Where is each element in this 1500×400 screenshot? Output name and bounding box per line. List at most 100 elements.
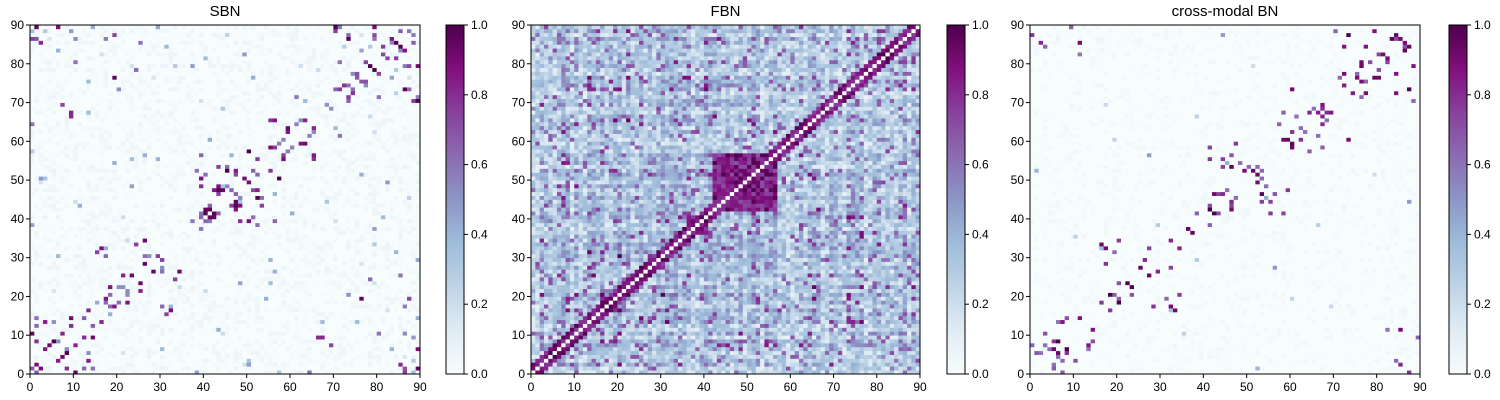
heatmap-cell [151, 161, 156, 165]
heatmap-cell [294, 343, 299, 347]
heatmap-cell [251, 277, 256, 281]
heatmap-cell [190, 184, 195, 188]
heatmap-cell [177, 331, 182, 335]
heatmap-cell [169, 347, 174, 351]
heatmap-cell [34, 304, 39, 308]
heatmap-cell [346, 165, 351, 169]
heatmap-cell [316, 196, 321, 200]
heatmap-cell [195, 347, 200, 351]
heatmap-cell [52, 300, 57, 304]
heatmap-cell [364, 215, 369, 219]
heatmap-cell [82, 168, 87, 172]
heatmap-cell [177, 207, 182, 211]
heatmap-cell [190, 335, 195, 339]
heatmap-cell [78, 161, 83, 165]
heatmap-cell [242, 165, 247, 169]
heatmap-cell [30, 219, 35, 223]
heatmap-cell [151, 200, 156, 204]
heatmap-cell [151, 227, 156, 231]
heatmap-cell [156, 200, 161, 204]
heatmap-cell [403, 351, 408, 355]
heatmap-cell [264, 355, 269, 359]
heatmap-cell [273, 343, 278, 347]
heatmap-cell [39, 316, 44, 320]
heatmap-cell [403, 308, 408, 312]
heatmap-cell [182, 168, 187, 172]
heatmap-cell [39, 327, 44, 331]
heatmap-cell [104, 339, 109, 343]
heatmap-cell [351, 293, 356, 297]
heatmap-cell [199, 211, 204, 215]
heatmap-cell [56, 231, 61, 235]
heatmap-cell [134, 285, 139, 289]
heatmap-cell [355, 362, 360, 366]
heatmap-cell [286, 324, 291, 328]
heatmap-cell [195, 281, 200, 285]
heatmap-cell [307, 227, 312, 231]
heatmap-cell [160, 296, 165, 300]
heatmap-cell [251, 168, 256, 172]
heatmap-cell [342, 238, 347, 242]
heatmap-cell [398, 180, 403, 184]
heatmap-cell [216, 289, 221, 293]
heatmap-cell [251, 242, 256, 246]
heatmap-cell [346, 184, 351, 188]
heatmap-cell [355, 262, 360, 266]
heatmap-cell [195, 335, 200, 339]
heatmap-cell [108, 277, 113, 281]
heatmap-cell [372, 192, 377, 196]
heatmap-cell [247, 351, 252, 355]
heatmap-cell [377, 331, 382, 335]
heatmap-cell [169, 343, 174, 347]
heatmap-cell [208, 308, 213, 312]
heatmap-cell [346, 231, 351, 235]
heatmap-cell [403, 192, 408, 196]
heatmap-cell [368, 238, 373, 242]
heatmap-cell [242, 335, 247, 339]
heatmap-cell [91, 157, 96, 161]
heatmap-cell [216, 343, 221, 347]
heatmap-cell [255, 188, 260, 192]
heatmap-cell [56, 157, 61, 161]
heatmap-cell [312, 273, 317, 277]
heatmap-cell [255, 316, 260, 320]
heatmap-cell [43, 281, 48, 285]
heatmap-cell [151, 196, 156, 200]
heatmap-cell [268, 227, 273, 231]
heatmap-cell [221, 324, 226, 328]
heatmap-cell [312, 281, 317, 285]
heatmap-cell [325, 335, 330, 339]
heatmap-cell [30, 223, 35, 227]
heatmap-cell [134, 242, 139, 246]
heatmap-cell [143, 161, 148, 165]
heatmap-cell [134, 176, 139, 180]
heatmap-cell [86, 246, 91, 250]
heatmap-cell [78, 296, 83, 300]
heatmap-cell [65, 269, 70, 273]
heatmap-cell [91, 300, 96, 304]
heatmap-cell [177, 285, 182, 289]
heatmap-cell [104, 258, 109, 262]
heatmap-cell [238, 277, 243, 281]
heatmap-cell [229, 211, 234, 215]
heatmap-cell [56, 234, 61, 238]
heatmap-cell [199, 358, 204, 362]
heatmap-cell [182, 358, 187, 362]
heatmap-cell [290, 258, 295, 262]
heatmap-cell [208, 316, 213, 320]
heatmap-cell [338, 273, 343, 277]
heatmap-cell [125, 219, 130, 223]
heatmap-cell [47, 362, 52, 366]
heatmap-cell [164, 188, 169, 192]
heatmap-cell [325, 227, 330, 231]
heatmap-cell [221, 242, 226, 246]
heatmap-cell [385, 192, 390, 196]
heatmap-cell [143, 176, 148, 180]
heatmap-cell [381, 215, 386, 219]
heatmap-cell [108, 157, 113, 161]
heatmap-cell [156, 358, 161, 362]
heatmap-cell [264, 188, 269, 192]
heatmap-cell [143, 351, 148, 355]
heatmap-cell [325, 211, 330, 215]
heatmap-cell [385, 320, 390, 324]
